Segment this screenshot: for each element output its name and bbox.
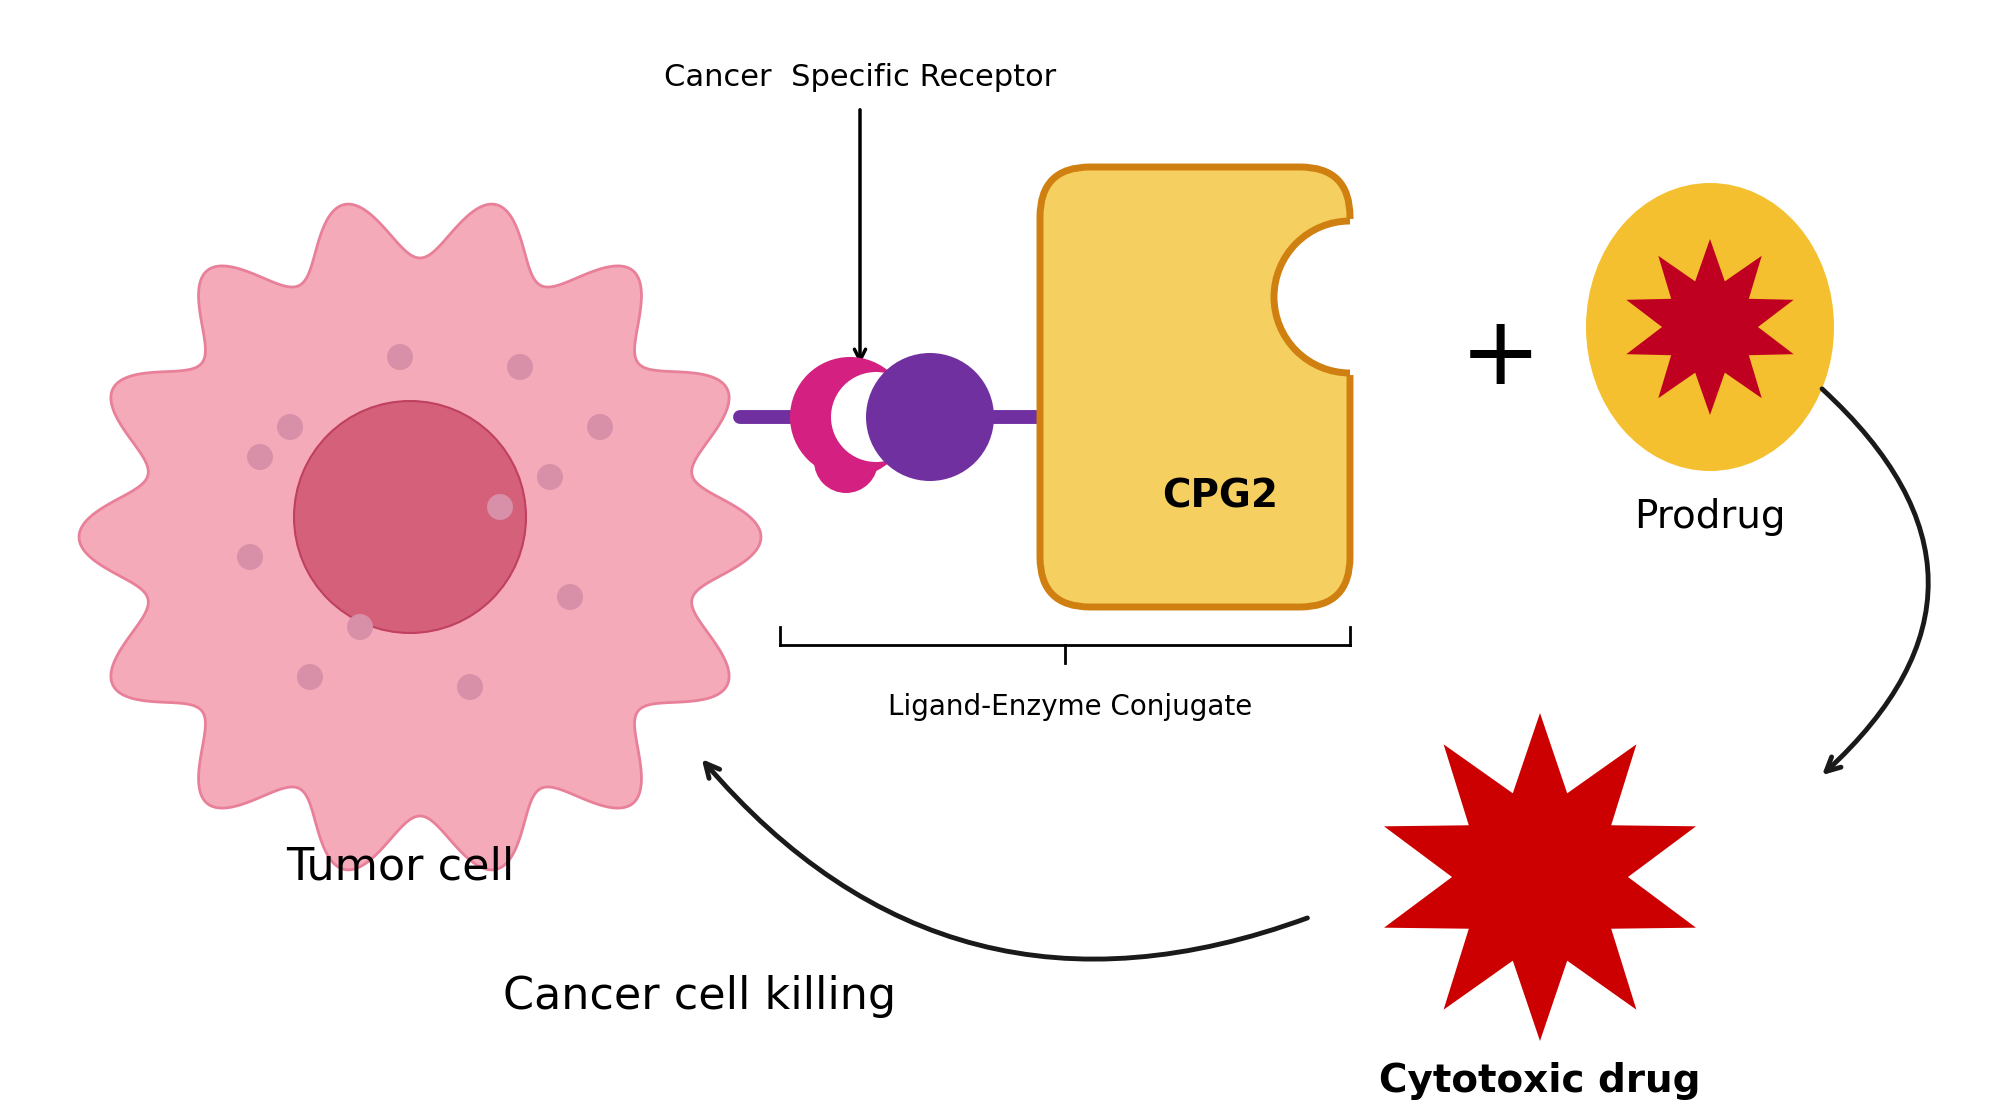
- Circle shape: [814, 429, 878, 493]
- Circle shape: [832, 372, 920, 462]
- Text: Cancer cell killing: Cancer cell killing: [504, 975, 896, 1019]
- Circle shape: [588, 414, 612, 440]
- Circle shape: [294, 401, 526, 633]
- Circle shape: [1274, 221, 1426, 373]
- Circle shape: [348, 614, 372, 640]
- Circle shape: [536, 464, 564, 490]
- Circle shape: [556, 584, 584, 610]
- Circle shape: [296, 663, 324, 690]
- Ellipse shape: [1586, 183, 1834, 471]
- Circle shape: [790, 357, 910, 477]
- Circle shape: [508, 354, 532, 380]
- Text: Cancer  Specific Receptor: Cancer Specific Receptor: [664, 63, 1056, 92]
- Circle shape: [488, 494, 512, 521]
- Circle shape: [278, 414, 304, 440]
- Circle shape: [248, 443, 272, 470]
- Polygon shape: [80, 204, 760, 870]
- Text: Cytotoxic drug: Cytotoxic drug: [1380, 1062, 1700, 1100]
- Circle shape: [866, 353, 994, 481]
- Text: CPG2: CPG2: [1162, 478, 1278, 516]
- Circle shape: [388, 344, 414, 370]
- Text: Ligand-Enzyme Conjugate: Ligand-Enzyme Conjugate: [888, 693, 1252, 720]
- Polygon shape: [1626, 239, 1794, 416]
- Circle shape: [238, 544, 264, 570]
- Polygon shape: [1384, 713, 1696, 1041]
- Text: +: +: [1460, 311, 1540, 403]
- Circle shape: [456, 674, 484, 700]
- FancyBboxPatch shape: [1040, 168, 1350, 607]
- Text: Prodrug: Prodrug: [1634, 498, 1786, 536]
- Text: Tumor cell: Tumor cell: [286, 846, 514, 888]
